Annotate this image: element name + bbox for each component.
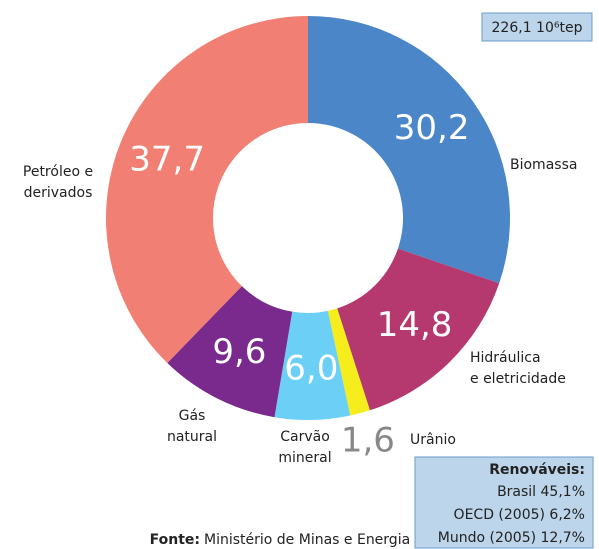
- renewables-item: OECD (2005) 6,2%: [454, 507, 585, 523]
- category-label: Urânio: [410, 432, 456, 448]
- donut-slice: [106, 15, 308, 363]
- category-label: Biomassa: [510, 157, 577, 173]
- total-box: [481, 12, 593, 42]
- donut-slice: [327, 308, 370, 416]
- renewables-title: Renováveis:: [489, 462, 585, 478]
- category-label: Gás natural: [167, 408, 217, 445]
- value-label: 14,8: [377, 305, 453, 345]
- donut-slice: [308, 16, 510, 284]
- renewables-item: Brasil 45,1%: [497, 484, 585, 500]
- category-label: Carvão mineral: [278, 429, 331, 466]
- source: Ministério de Minas e Energia: [204, 532, 410, 548]
- value-label: 37,7: [129, 139, 205, 179]
- category-label: Hidráulica e eletricidade: [470, 350, 566, 387]
- renewables-item: Mundo (2005) 12,7%: [438, 530, 585, 546]
- value-label: 9,6: [212, 332, 266, 372]
- value-label: 30,2: [394, 108, 470, 148]
- donut-slice: [167, 286, 293, 418]
- donut-slice: [337, 248, 500, 411]
- total-label: 226,1 10⁶tep: [492, 20, 583, 36]
- donut-slice: [274, 310, 351, 420]
- value-label: 6,0: [284, 348, 338, 388]
- value-label: 1,6: [341, 421, 395, 461]
- source-label: Fonte:: [150, 532, 200, 548]
- renewables-box: [414, 456, 594, 549]
- category-label: Petróleo e derivados: [23, 164, 93, 201]
